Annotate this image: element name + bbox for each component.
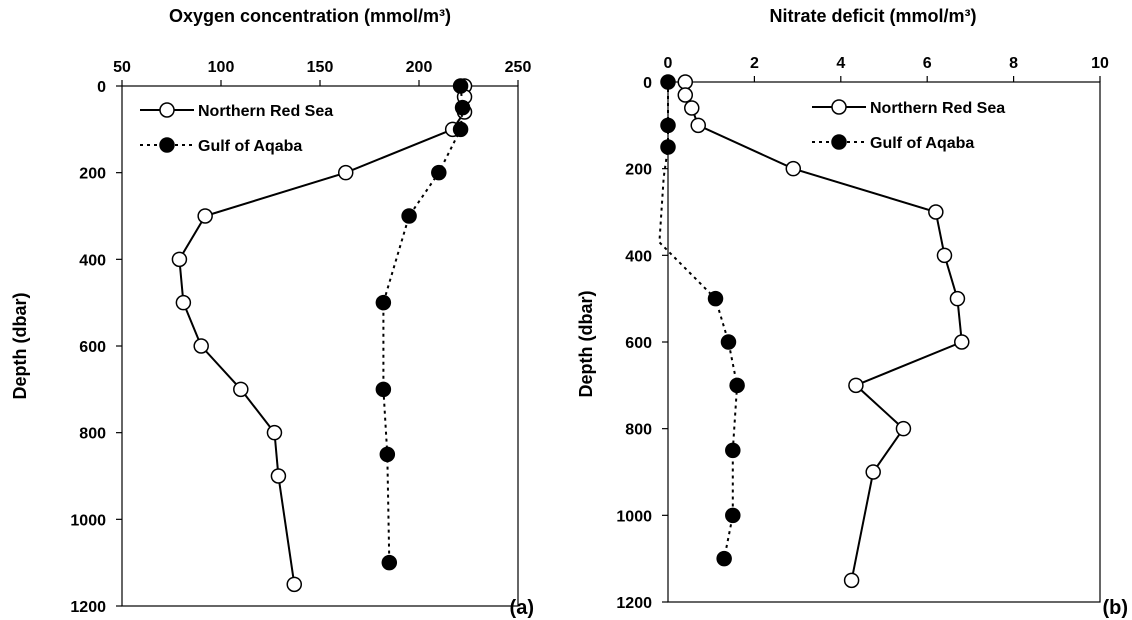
plot-frame (121, 85, 519, 607)
x-tick-label: 50 (113, 59, 131, 76)
data-point-gulf-of-aqaba (660, 117, 676, 134)
data-point-northern-red-sea (690, 117, 706, 134)
panel-a-x-axis-title: Oxygen concentration (mmol/m³) (169, 6, 451, 26)
data-point-northern-red-sea (928, 204, 944, 220)
data-point-gulf-of-aqaba (725, 507, 741, 524)
data-point-northern-red-sea (337, 164, 354, 181)
data-point-northern-red-sea (175, 294, 192, 311)
data-point-gulf-of-aqaba (381, 554, 398, 571)
data-point-gulf-of-aqaba (707, 290, 724, 307)
data-point-gulf-of-aqaba (729, 377, 745, 394)
data-point-northern-red-sea (785, 160, 802, 177)
y-tick-label: 800 (625, 422, 652, 439)
panel-a-legend: Northern Red Sea Gulf of Aqaba (140, 102, 333, 155)
x-tick-label: 100 (208, 59, 235, 76)
x-tick-label: 6 (923, 55, 932, 72)
data-point-northern-red-sea (233, 381, 249, 398)
series-line-northern-red-sea (684, 82, 963, 581)
x-tick-label: 4 (836, 55, 845, 72)
data-point-northern-red-sea (171, 251, 188, 268)
x-tick-label: 8 (1009, 55, 1018, 72)
y-tick-label: 0 (97, 79, 106, 96)
data-point-northern-red-sea (936, 247, 953, 264)
legend-gulf-of-aqaba-label: Gulf of Aqaba (870, 135, 974, 152)
data-point-northern-red-sea (843, 572, 860, 589)
legend-gulf-of-aqaba-label: Gulf of Aqaba (198, 138, 302, 155)
data-point-gulf-of-aqaba (379, 446, 396, 463)
data-point-gulf-of-aqaba (454, 99, 471, 116)
y-tick-label: 400 (625, 248, 652, 265)
y-tick-label: 1200 (616, 595, 652, 612)
data-point-gulf-of-aqaba (401, 208, 417, 224)
data-point-northern-red-sea (865, 464, 881, 480)
data-point-gulf-of-aqaba (720, 334, 737, 350)
x-tick-label: 250 (505, 59, 532, 76)
data-point-northern-red-sea (197, 208, 213, 224)
x-tick-label: 10 (1091, 55, 1109, 72)
data-point-gulf-of-aqaba (660, 74, 676, 90)
data-point-northern-red-sea (895, 420, 912, 437)
panel-b-x-axis-title: Nitrate deficit (mmol/m³) (769, 6, 976, 26)
y-tick-label: 1200 (70, 599, 106, 616)
panel-b-legend: Northern Red Sea Gulf of Aqaba (812, 99, 1005, 152)
series-line-gulf-of-aqaba (382, 85, 464, 563)
data-point-northern-red-sea (193, 338, 209, 354)
x-tick-label: 0 (664, 55, 673, 72)
y-tick-label: 200 (625, 162, 652, 179)
panel-b: Nitrate deficit (mmol/m³) Depth (dbar) (… (576, 6, 1128, 619)
data-point-gulf-of-aqaba (725, 442, 741, 459)
data-point-gulf-of-aqaba (452, 78, 469, 94)
data-point-gulf-of-aqaba (716, 550, 732, 567)
data-point-northern-red-sea (684, 100, 700, 116)
data-point-gulf-of-aqaba (375, 294, 392, 311)
data-point-gulf-of-aqaba (431, 164, 447, 181)
data-point-gulf-of-aqaba (660, 139, 676, 155)
legend-northern-red-sea-label: Northern Red Sea (870, 100, 1005, 117)
panel-a-label: (a) (510, 597, 534, 619)
series-line-northern-red-sea (178, 86, 466, 585)
data-point-northern-red-sea (954, 334, 970, 350)
y-tick-label: 1000 (70, 512, 106, 529)
data-point-northern-red-sea (270, 468, 287, 484)
plot-area: 0 2 4 6 8 10 0 200 400 600 800 1000 1200 (616, 55, 1109, 612)
y-tick-label: 600 (79, 339, 106, 356)
legend-filled-circle-marker (159, 137, 175, 153)
legend-northern-red-sea-label: Northern Red Sea (198, 103, 333, 120)
legend-open-circle-marker (159, 102, 175, 118)
panel-b-label: (b) (1102, 597, 1128, 619)
data-point-northern-red-sea (286, 576, 303, 593)
panel-b-y-axis-title: Depth (dbar) (576, 291, 596, 398)
y-tick-label: 0 (643, 75, 652, 92)
data-point-gulf-of-aqaba (375, 381, 392, 398)
x-tick-label: 200 (406, 59, 433, 76)
y-tick-label: 800 (79, 426, 106, 443)
y-tick-label: 600 (625, 335, 652, 352)
data-point-northern-red-sea (949, 290, 966, 307)
data-point-northern-red-sea (848, 377, 864, 394)
data-point-northern-red-sea (677, 87, 694, 103)
y-tick-label: 400 (79, 252, 106, 269)
plot-area: 50 100 150 200 250 0 200 400 600 800 1000 1200 (70, 59, 531, 616)
panel-a-y-axis-title: Depth (dbar) (10, 293, 30, 400)
data-point-northern-red-sea (266, 424, 283, 441)
legend-filled-circle-marker (831, 134, 847, 150)
y-tick-label: 200 (79, 166, 106, 183)
panel-a: Oxygen concentration (mmol/m³) Depth (db… (10, 6, 534, 619)
y-tick-label: 1000 (616, 508, 652, 525)
data-point-gulf-of-aqaba (452, 121, 469, 138)
data-point-northern-red-sea (677, 74, 694, 90)
x-tick-label: 150 (307, 59, 334, 76)
x-tick-label: 2 (750, 55, 759, 72)
legend-open-circle-marker (831, 99, 847, 115)
